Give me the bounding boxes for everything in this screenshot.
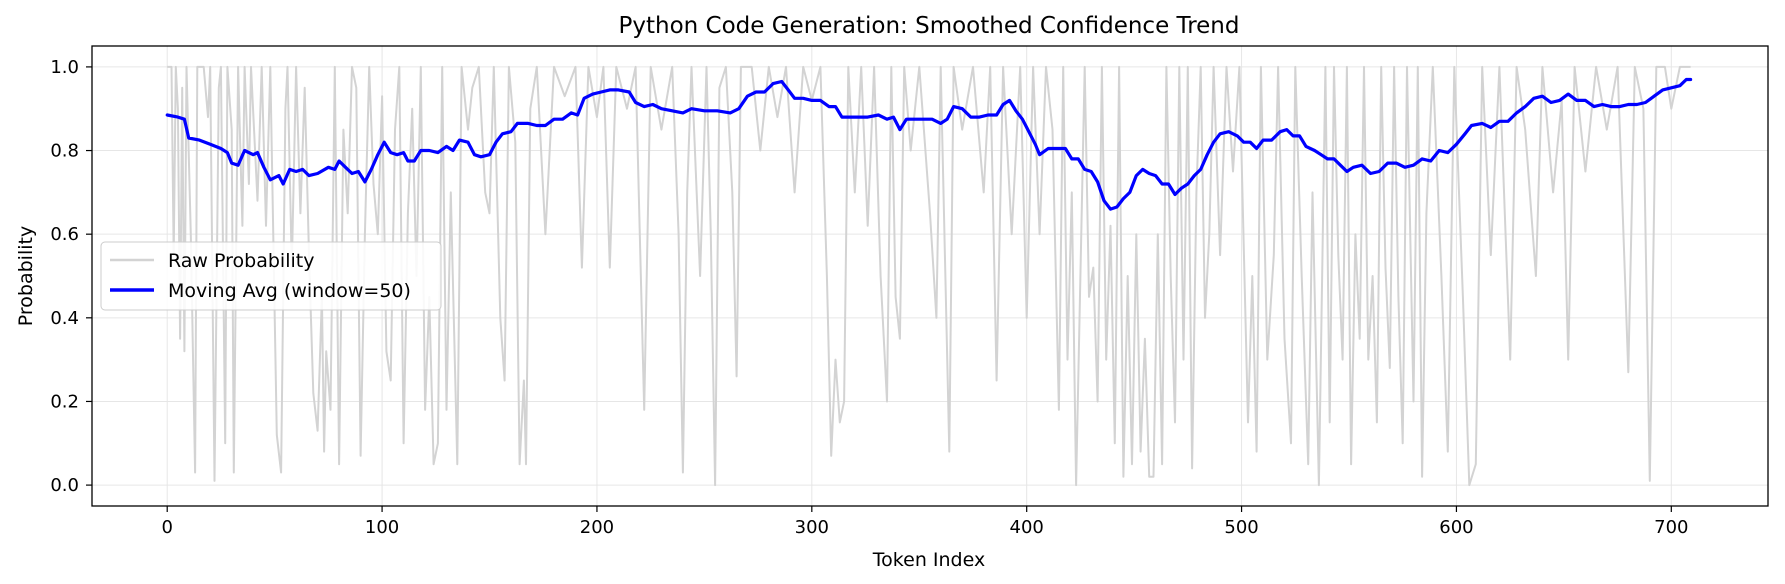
chart-title: Python Code Generation: Smoothed Confide… [619, 13, 1240, 39]
y-tick-label: 0.6 [50, 224, 79, 245]
series-moving-avg [165, 77, 1693, 211]
legend-label-raw-probability: Raw Probability [168, 250, 314, 272]
series-raw-probability [167, 65, 1691, 487]
legend-box [100, 241, 442, 311]
x-tick-label: 0 [161, 517, 172, 538]
y-tick-label: 1.0 [50, 57, 79, 78]
x-axis-label: Token Index [872, 549, 985, 571]
x-tick-label: 200 [580, 517, 614, 538]
x-tick-label: 100 [365, 517, 399, 538]
y-tick-label: 0.0 [50, 475, 79, 496]
legend: Raw Probability Moving Avg (window=50) [100, 241, 442, 311]
raw-probability-line [167, 65, 1691, 487]
y-axis-ticks: 0.0 0.2 0.4 0.6 0.8 1.0 [50, 57, 92, 496]
legend-label-moving-avg: Moving Avg (window=50) [168, 280, 411, 302]
y-tick-label: 0.4 [50, 308, 79, 329]
x-tick-label: 400 [1010, 517, 1044, 538]
x-axis-ticks: 0 100 200 300 400 500 600 700 [161, 506, 1688, 538]
x-tick-label: 500 [1224, 517, 1258, 538]
y-tick-label: 0.2 [50, 391, 79, 412]
plot-frame [91, 45, 1769, 507]
x-tick-label: 700 [1654, 517, 1688, 538]
moving-avg-line [165, 77, 1693, 211]
x-tick-label: 600 [1439, 517, 1473, 538]
y-tick-label: 0.8 [50, 141, 79, 162]
y-axis-label: Probability [15, 226, 37, 326]
x-tick-label: 300 [795, 517, 829, 538]
